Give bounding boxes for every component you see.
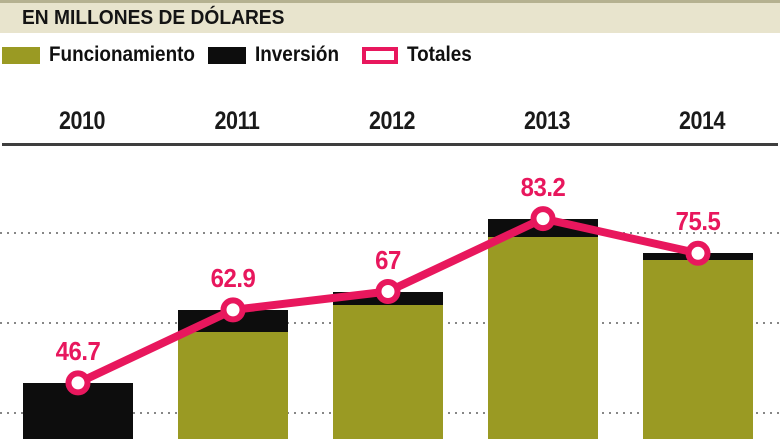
total-marker: [685, 240, 711, 266]
year-label: 2011: [214, 107, 260, 135]
total-value-label: 83.2: [520, 172, 566, 202]
legend-item-totales: Totales: [362, 43, 479, 66]
year-label: 2010: [58, 107, 106, 135]
bar-segment-funcionamiento: [178, 332, 288, 439]
bar-segment-funcionamiento: [643, 260, 753, 439]
bar-segment-funcionamiento: [333, 305, 443, 439]
total-value-label: 75.5: [675, 206, 721, 236]
x-axis-line: [2, 143, 778, 146]
total-value-label: 67: [375, 245, 401, 275]
legend: Funcionamiento Inversión Totales: [0, 43, 780, 68]
legend-label: Inversión: [255, 43, 340, 66]
year-label: 2012: [368, 107, 416, 135]
bar-2011: [178, 310, 288, 439]
bar-segment-funcionamiento: [488, 237, 598, 439]
chart-header-band: EN MILLONES DE DÓLARES: [0, 0, 780, 33]
total-value-label: 46.7: [55, 336, 101, 366]
year-label: 2014: [678, 107, 726, 135]
chart-title: EN MILLONES DE DÓLARES: [22, 7, 285, 29]
legend-label: Totales: [407, 43, 472, 66]
total-value-label: 62.9: [210, 263, 256, 293]
totales-swatch-icon: [362, 46, 398, 64]
legend-item-inversion: Inversión: [208, 43, 348, 66]
bar-2013: [488, 219, 598, 439]
total-marker: [220, 297, 246, 323]
legend-label: Funcionamiento: [49, 43, 195, 66]
total-marker: [530, 206, 556, 232]
legend-item-funcionamiento: Funcionamiento: [2, 43, 211, 66]
funcionamiento-swatch-icon: [2, 46, 40, 64]
grid-line: [0, 232, 780, 234]
bar-2012: [333, 292, 443, 439]
year-label: 2013: [523, 107, 571, 135]
inversion-swatch-icon: [208, 46, 246, 64]
total-marker: [375, 279, 401, 304]
total-marker: [65, 370, 91, 396]
bar-2014: [643, 253, 753, 439]
